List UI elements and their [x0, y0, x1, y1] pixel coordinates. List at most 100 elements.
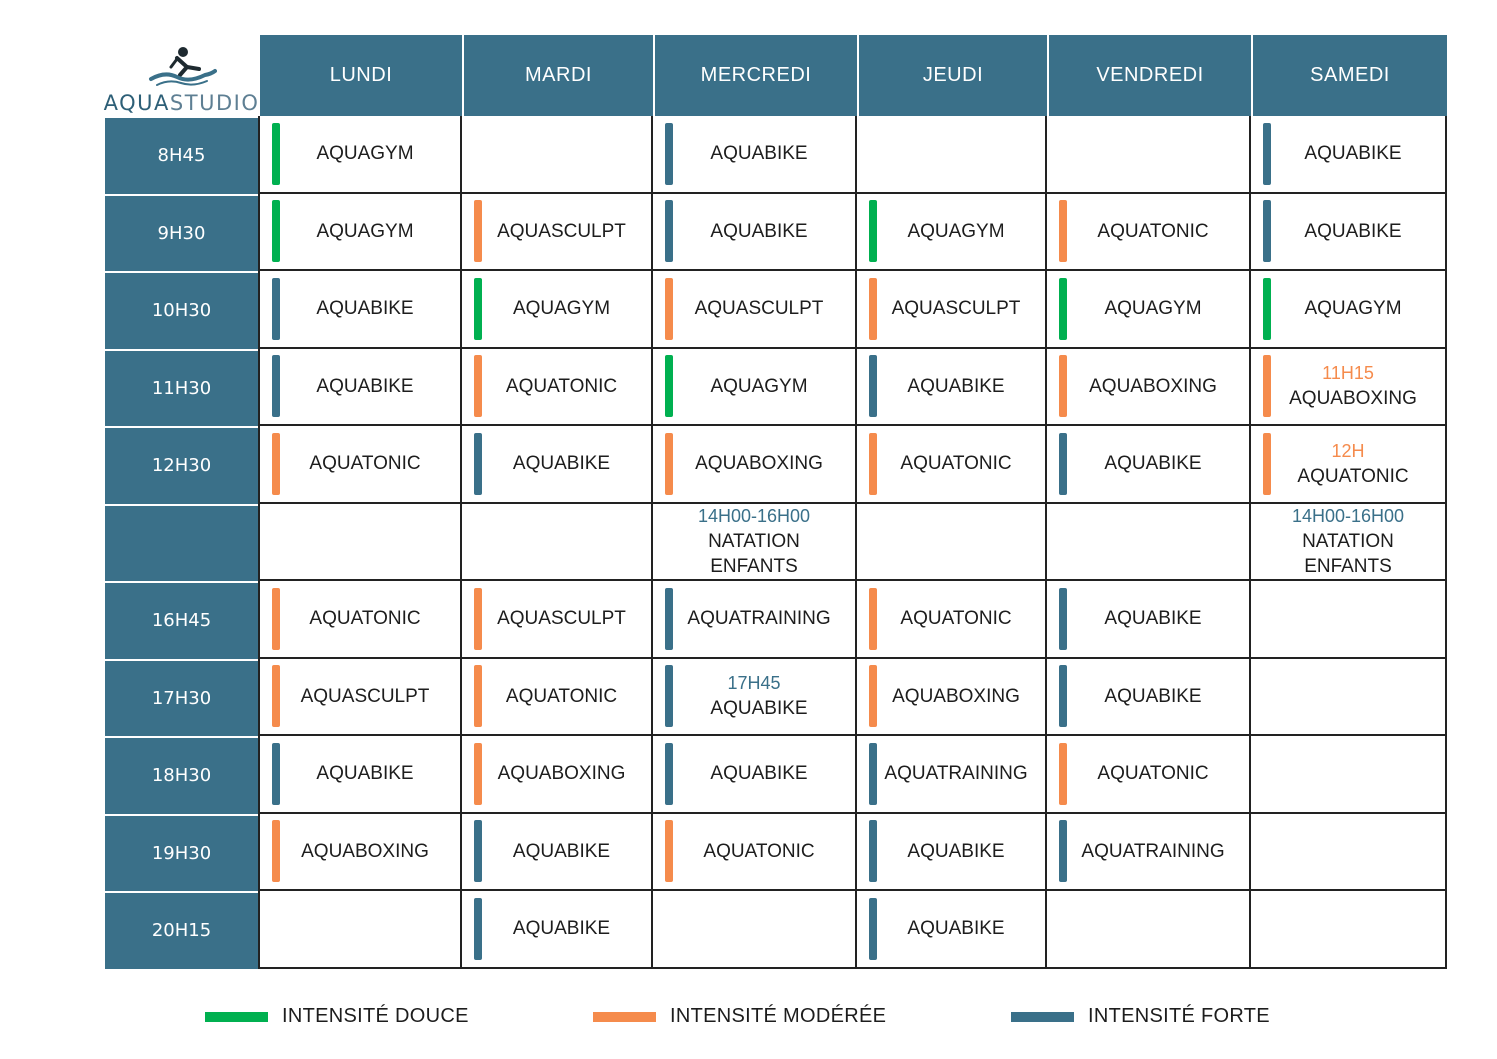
class-name: AQUATRAINING: [884, 763, 1028, 785]
intensity-bar: [1059, 742, 1067, 805]
class-name: AQUASCULPT: [497, 608, 626, 630]
intensity-bar: [474, 587, 482, 650]
day-header: LUNDI: [258, 35, 462, 116]
intensity-bar: [1263, 277, 1271, 340]
class-name: AQUATRAINING: [1081, 840, 1225, 862]
class-name: AQUATONIC: [1097, 220, 1209, 242]
day-header: SAMEDI: [1251, 35, 1447, 116]
intensity-bar: [1059, 665, 1067, 728]
class-cell: AQUABIKE: [462, 891, 653, 969]
class-cell: AQUABIKE: [857, 348, 1047, 426]
time-slot: 11H30: [105, 348, 258, 426]
empty-cell: [857, 116, 1047, 194]
empty-cell: [857, 503, 1047, 581]
intensity-bar: [665, 200, 673, 263]
class-name: AQUASCULPT: [891, 298, 1021, 320]
class-cell: AQUABIKE: [1047, 581, 1251, 659]
intensity-bar: [869, 200, 877, 263]
class-cell: AQUABIKE: [462, 426, 653, 504]
class-cell: AQUATONIC: [857, 426, 1047, 504]
intensity-bar: [1059, 277, 1067, 340]
intensity-bar: [869, 742, 877, 805]
empty-cell: [1251, 658, 1447, 736]
class-cell: AQUABIKE: [653, 193, 857, 271]
intensity-bar: [474, 432, 482, 495]
class-name: AQUAGYM: [512, 298, 611, 320]
class-time-note: 17H45: [727, 673, 781, 694]
intensity-bar: [272, 820, 280, 883]
class-name: AQUATONIC: [900, 453, 1012, 475]
class-name: AQUAGYM: [316, 143, 414, 165]
class-name: AQUABIKE: [512, 453, 611, 475]
class-name: AQUATONIC: [1097, 763, 1209, 785]
table-corner: [105, 35, 258, 116]
class-cell: AQUABIKE: [1047, 658, 1251, 736]
class-cell: AQUASCULPT: [857, 271, 1047, 349]
class-cell: AQUAGYM: [1047, 271, 1251, 349]
class-name: AQUATONIC: [1297, 465, 1409, 487]
class-cell: 11H15 AQUABOXING: [1251, 348, 1447, 426]
day-header: MERCREDI: [653, 35, 857, 116]
empty-cell: [462, 116, 653, 194]
class-cell: AQUATRAINING: [653, 581, 857, 659]
class-name: AQUABIKE: [1104, 608, 1202, 630]
class-cell: AQUABIKE: [653, 116, 857, 194]
intensity-bar: [474, 355, 482, 418]
time-slot: 19H30: [105, 813, 258, 891]
class-name: AQUABIKE: [316, 298, 414, 320]
legend-label: INTENSITÉ FORTE: [1088, 1005, 1270, 1027]
class-name: AQUABIKE: [907, 918, 1005, 940]
intensity-bar: [1059, 200, 1067, 263]
class-name: AQUABIKE: [1104, 685, 1202, 707]
class-cell: AQUABOXING: [857, 658, 1047, 736]
time-slot: 20H15: [105, 891, 258, 969]
intensity-bar: [1263, 122, 1271, 185]
class-name: AQUABOXING: [695, 453, 823, 475]
empty-cell: [1251, 891, 1447, 969]
legend-swatch: [205, 1011, 268, 1022]
intensity-bar: [665, 122, 673, 185]
legend-label: INTENSITÉ DOUCE: [282, 1005, 469, 1027]
intensity-bar: [474, 277, 482, 340]
intensity-bar: [272, 587, 280, 650]
class-name: AQUABIKE: [1304, 143, 1402, 165]
intensity-bar: [665, 820, 673, 883]
time-slot: 9H30: [105, 193, 258, 271]
schedule-table: LUNDI MARDI MERCREDI JEUDI VENDREDI SAMEDI 8H4…: [105, 35, 1447, 969]
empty-cell: [1251, 736, 1447, 814]
empty-cell: [1047, 891, 1251, 969]
class-cell: AQUABIKE: [1251, 193, 1447, 271]
class-cell: 17H45 AQUABIKE: [653, 658, 857, 736]
intensity-bar: [1263, 432, 1271, 495]
class-cell: AQUABOXING: [1047, 348, 1251, 426]
class-cell: AQUABIKE: [1251, 116, 1447, 194]
class-name: AQUASCULPT: [300, 685, 430, 707]
class-name: AQUATONIC: [505, 685, 618, 707]
intensity-bar: [869, 355, 877, 418]
legend-item: INTENSITÉ DOUCE: [205, 1005, 469, 1028]
empty-cell: [1047, 503, 1251, 581]
class-cell: AQUATONIC: [258, 581, 462, 659]
class-cell: AQUASCULPT: [258, 658, 462, 736]
intensity-bar: [1059, 355, 1067, 418]
class-cell: AQUATONIC: [1047, 736, 1251, 814]
brand-name: AQUASTUDIO: [104, 91, 260, 115]
class-cell: AQUAGYM: [1251, 271, 1447, 349]
class-name: AQUABOXING: [497, 763, 626, 785]
class-name: AQUABIKE: [907, 840, 1005, 862]
time-slot: 8H45: [105, 116, 258, 194]
intensity-bar: [869, 277, 877, 340]
class-cell: AQUABOXING: [462, 736, 653, 814]
class-name: AQUABIKE: [907, 375, 1005, 397]
class-name: AQUATONIC: [900, 608, 1012, 630]
intensity-bar: [1059, 820, 1067, 883]
class-time-note: 12H: [1331, 440, 1365, 461]
class-cell: 14H00-16H00 NATATION ENFANTS: [653, 503, 857, 581]
time-slot: 10H30: [105, 271, 258, 349]
class-cell: AQUAGYM: [258, 193, 462, 271]
empty-cell: [258, 891, 462, 969]
class-name: AQUABIKE: [1104, 453, 1202, 475]
empty-cell: [1251, 581, 1447, 659]
intensity-bar: [474, 665, 482, 728]
class-cell: AQUASCULPT: [462, 193, 653, 271]
